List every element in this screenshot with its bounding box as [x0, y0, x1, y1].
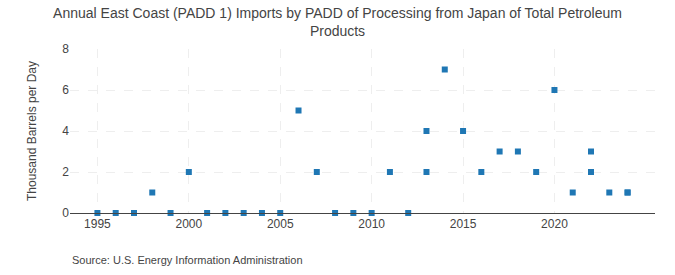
svg-text:2000: 2000 [175, 217, 202, 231]
svg-text:1995: 1995 [84, 217, 111, 231]
svg-text:0: 0 [62, 206, 69, 220]
svg-text:8: 8 [62, 42, 69, 56]
svg-text:2020: 2020 [541, 217, 568, 231]
svg-text:4: 4 [62, 124, 69, 138]
svg-text:Annual East Coast (PADD 1) Imp: Annual East Coast (PADD 1) Imports by PA… [53, 5, 622, 39]
svg-text:Source: U.S. Energy Informatio: Source: U.S. Energy Information Administ… [72, 254, 303, 266]
svg-text:2005: 2005 [267, 217, 294, 231]
svg-text:6: 6 [62, 83, 69, 97]
svg-text:2: 2 [62, 165, 69, 179]
svg-text:Thousand Barrels per Day: Thousand Barrels per Day [25, 61, 39, 201]
svg-text:2015: 2015 [450, 217, 477, 231]
svg-text:2010: 2010 [358, 217, 385, 231]
